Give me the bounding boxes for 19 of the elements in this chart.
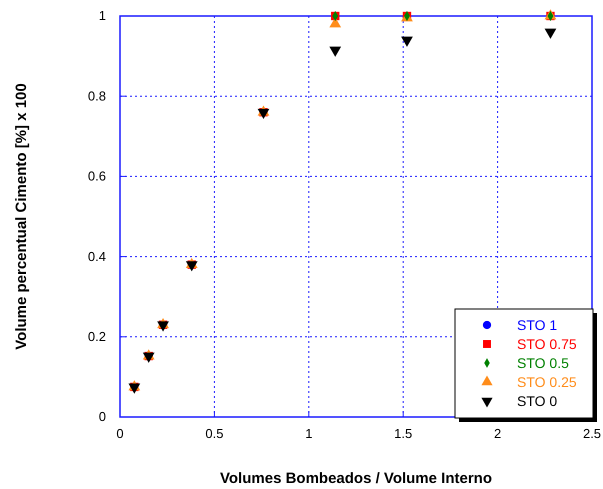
x-tick-label: 0 [116,426,124,442]
x-tick-label: 2 [494,426,502,442]
x-axis-title: Volumes Bombeados / Volume Interno [220,470,492,487]
x-tick-label: 1 [305,426,312,442]
y-tick-label: 0.8 [88,88,106,104]
y-tick-label: 0 [98,409,106,424]
y-tick-label: 0.4 [88,248,106,264]
legend-label: STO 0.75 [517,336,577,352]
legend-label: STO 0 [517,393,558,409]
y-tick-label: 0.6 [88,168,106,184]
y-tick-label: 1 [98,8,106,24]
y-axis-title: Volume percentual Cimento [%] x 100 [13,83,30,350]
legend-label: STO 0.5 [517,355,570,371]
legend-label: STO 1 [517,317,558,333]
x-tick-label: 1.5 [394,426,412,442]
legend-label: STO 0.25 [517,374,577,390]
x-tick-label: 0.5 [205,426,224,442]
y-tick-label: 0.2 [88,328,106,344]
x-tick-label: 2.5 [582,426,602,442]
